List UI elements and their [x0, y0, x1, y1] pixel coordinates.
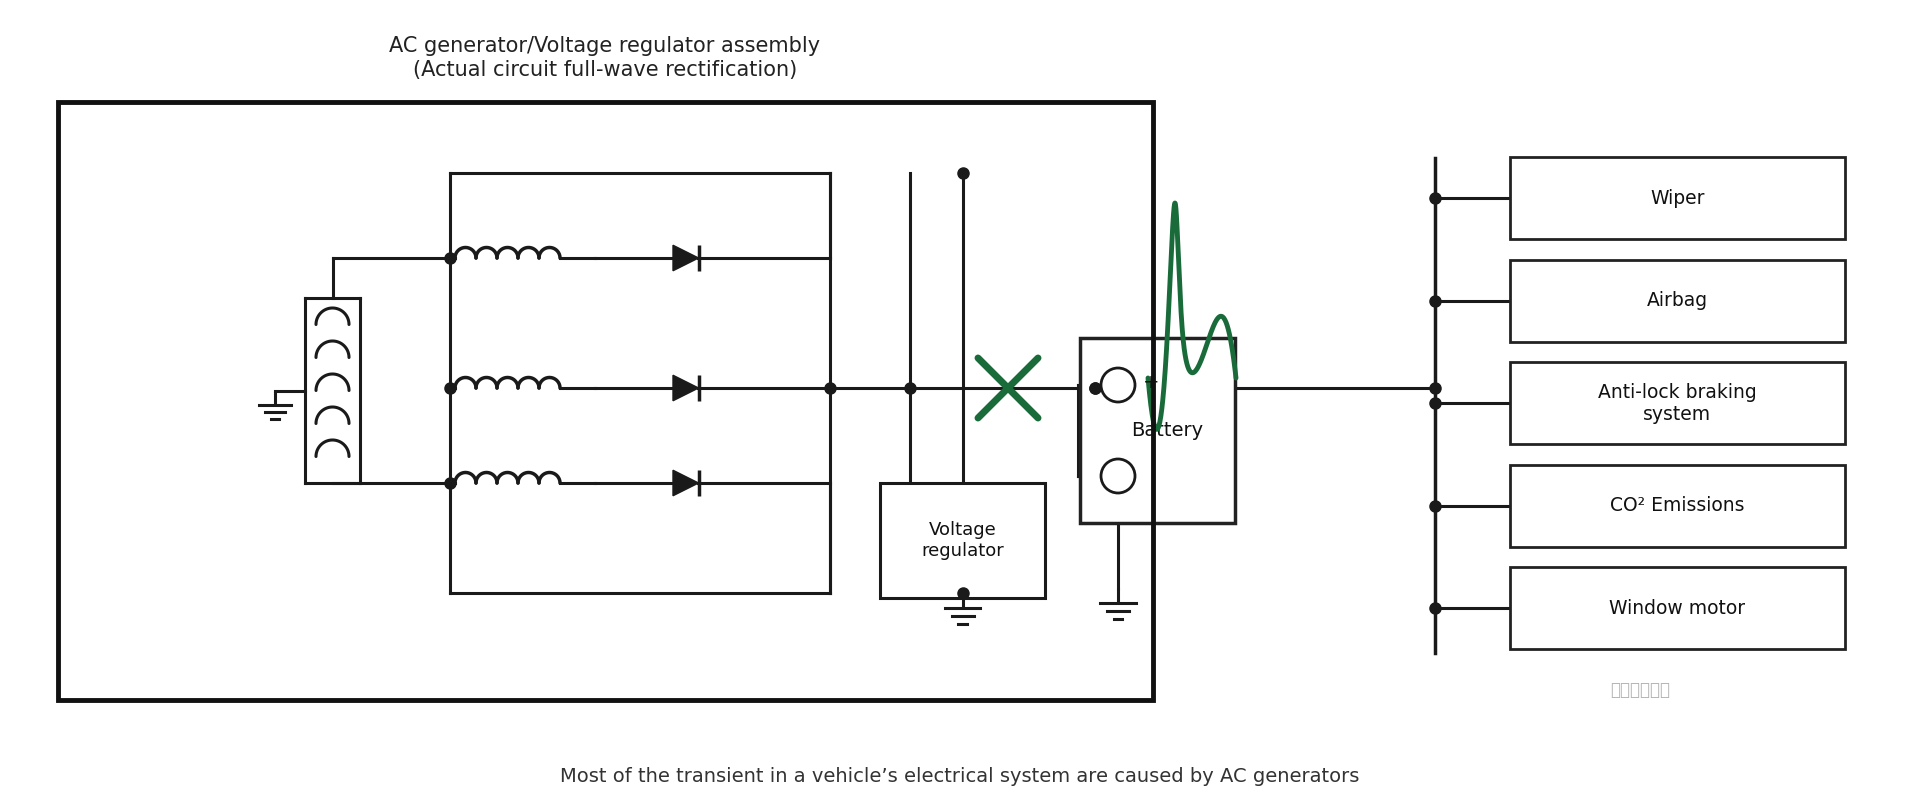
Text: (Actual circuit full-wave rectification): (Actual circuit full-wave rectification) — [413, 60, 797, 80]
Text: Wiper: Wiper — [1651, 188, 1705, 208]
Text: Battery: Battery — [1131, 421, 1204, 440]
Text: CO² Emissions: CO² Emissions — [1611, 496, 1745, 515]
Bar — [1509, 259, 1845, 342]
Text: Anti-lock braking
system: Anti-lock braking system — [1597, 382, 1757, 423]
Bar — [879, 483, 1044, 598]
Text: +: + — [1142, 373, 1160, 393]
Text: Window motor: Window motor — [1609, 599, 1745, 617]
Polygon shape — [674, 470, 699, 496]
Text: Voltage
regulator: Voltage regulator — [922, 521, 1004, 560]
Bar — [1509, 157, 1845, 239]
Text: Most of the transient in a vehicle’s electrical system are caused by AC generato: Most of the transient in a vehicle’s ele… — [561, 767, 1359, 785]
Text: AC generator/Voltage regulator assembly: AC generator/Voltage regulator assembly — [390, 36, 820, 56]
Polygon shape — [674, 246, 699, 271]
Bar — [58, 102, 1154, 700]
Circle shape — [1100, 368, 1135, 402]
Bar — [1079, 338, 1235, 523]
Text: Airbag: Airbag — [1647, 291, 1709, 310]
Bar — [1509, 362, 1845, 444]
Bar — [1509, 465, 1845, 546]
Polygon shape — [674, 375, 699, 401]
Bar — [1509, 567, 1845, 649]
Text: 汽车电子设计: 汽车电子设计 — [1611, 681, 1670, 699]
Circle shape — [1100, 459, 1135, 493]
